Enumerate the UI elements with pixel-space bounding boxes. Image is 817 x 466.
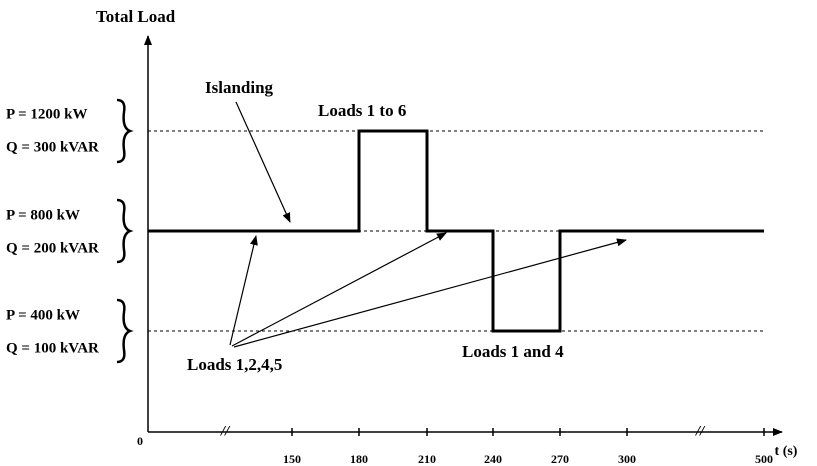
tick-marks: [291, 428, 765, 436]
axis-break: //: [220, 423, 231, 439]
level-q: Q = 100 kVAR: [6, 340, 99, 356]
level-q: Q = 200 kVAR: [6, 240, 99, 256]
x-tick-label: 240: [484, 452, 502, 466]
level-q: Q = 300 kVAR: [6, 139, 99, 155]
x-tick-label: 180: [350, 452, 368, 466]
load-profile: [148, 129, 764, 333]
x-tick-label: 500: [755, 452, 773, 466]
annotation: Loads 1 and 4: [462, 342, 564, 361]
axis-break: //: [695, 423, 706, 439]
x-axis-label: t (s): [775, 444, 798, 459]
level-p: P = 400 kW: [6, 307, 80, 323]
x-tick-label: 210: [418, 452, 436, 466]
x-tick-label: 0: [137, 434, 143, 448]
annotation: Islanding: [205, 78, 274, 97]
level-p: P = 1200 kW: [6, 106, 87, 122]
x-tick-label: 300: [618, 452, 636, 466]
arrows: [229, 101, 627, 348]
level-p: P = 800 kW: [6, 207, 80, 223]
x-tick-label: 150: [283, 452, 301, 466]
annotation: Loads 1 to 6: [318, 101, 406, 120]
braces: [116, 98, 134, 364]
annotation: Loads 1,2,4,5: [187, 355, 282, 374]
x-tick-label: 270: [551, 452, 569, 466]
y-axis-label: Total Load: [96, 7, 176, 26]
